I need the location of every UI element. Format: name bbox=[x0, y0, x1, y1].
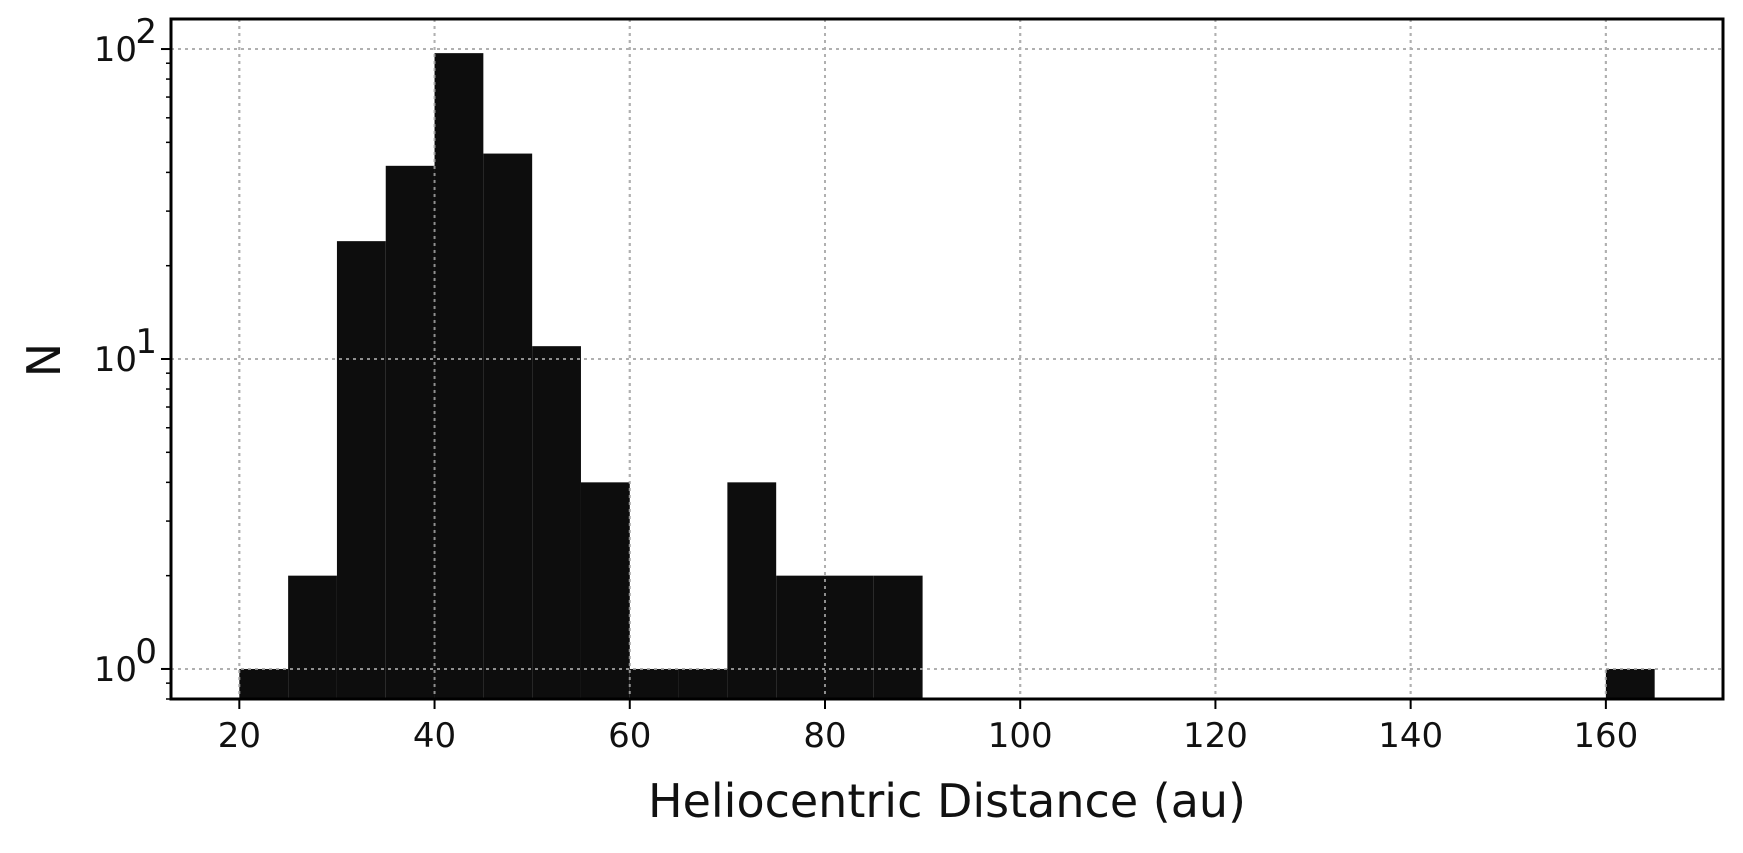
x-tick-label: 100 bbox=[988, 716, 1053, 756]
x-tick-label: 140 bbox=[1378, 716, 1443, 756]
x-axis-ticks: 20 40 60 80 100 120 140 160 bbox=[218, 699, 1638, 756]
y-tick-label: 10 bbox=[94, 650, 137, 690]
histogram-bar bbox=[434, 53, 484, 700]
y-tick-label: 10 bbox=[94, 30, 137, 70]
y-axis-title: N bbox=[17, 343, 71, 377]
histogram-bar bbox=[239, 668, 289, 699]
x-tick-label: 160 bbox=[1573, 716, 1638, 756]
histogram-bar bbox=[483, 153, 533, 700]
histogram-bar bbox=[873, 575, 923, 699]
x-tick-label: 20 bbox=[218, 716, 261, 756]
grid-lines-overlay bbox=[171, 19, 1723, 699]
histogram-bar bbox=[678, 668, 728, 699]
x-tick-label: 60 bbox=[608, 716, 651, 756]
histogram-bar bbox=[727, 482, 777, 699]
y-tick-exponent: 0 bbox=[135, 632, 157, 672]
x-tick-label: 120 bbox=[1183, 716, 1248, 756]
histogram-bar bbox=[824, 575, 874, 699]
histogram-bar bbox=[1605, 668, 1655, 699]
histogram-bar bbox=[532, 346, 581, 699]
histogram-bar bbox=[288, 575, 337, 699]
histogram-bars bbox=[239, 53, 1655, 700]
x-tick-label: 80 bbox=[803, 716, 846, 756]
histogram-bar bbox=[336, 241, 386, 699]
y-tick-label: 10 bbox=[94, 340, 137, 380]
histogram-bar bbox=[629, 668, 679, 699]
histogram-bar bbox=[385, 165, 435, 699]
histogram-bar bbox=[580, 482, 630, 699]
x-axis-title: Heliocentric Distance (au) bbox=[648, 774, 1246, 828]
x-tick-label: 40 bbox=[413, 716, 456, 756]
histogram-bar bbox=[776, 575, 825, 699]
y-tick-exponent: 1 bbox=[135, 322, 157, 362]
y-tick-exponent: 2 bbox=[135, 12, 157, 52]
